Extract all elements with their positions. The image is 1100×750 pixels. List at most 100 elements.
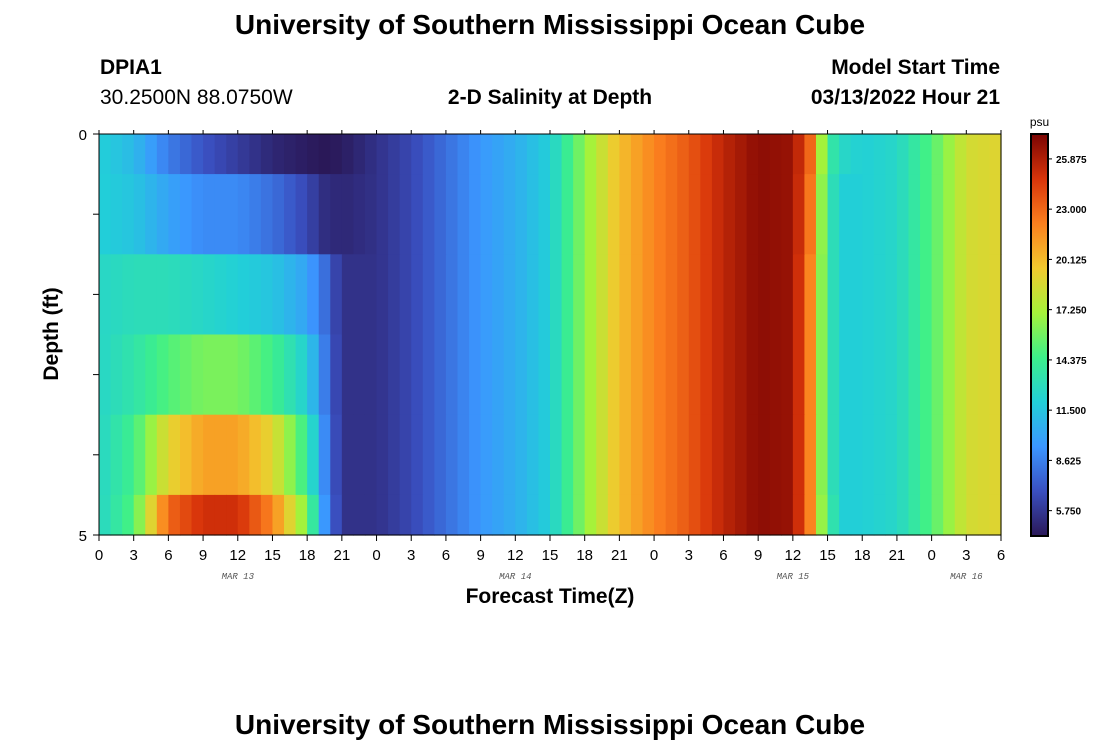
heatmap-cell <box>781 334 794 416</box>
heatmap-cell <box>318 254 331 336</box>
heatmap-cell <box>700 174 713 255</box>
heatmap-cell <box>908 334 921 416</box>
heatmap-cell <box>630 254 644 336</box>
heatmap-cell <box>561 414 574 496</box>
heatmap-cell <box>469 134 482 175</box>
heatmap-cell <box>804 254 817 336</box>
heatmap-cell <box>885 414 898 496</box>
heatmap-cell <box>781 254 794 336</box>
heatmap-cell <box>260 134 274 175</box>
heatmap-cell <box>989 254 1002 336</box>
heatmap-cell <box>896 414 910 496</box>
heatmap-cell <box>792 334 806 416</box>
heatmap-cell <box>422 414 435 496</box>
heatmap-cell <box>630 174 644 255</box>
heatmap-cell <box>191 134 204 175</box>
page-title: University of Southern Mississippi Ocean… <box>234 9 866 40</box>
heatmap-cell <box>330 414 343 496</box>
heatmap-cell <box>815 134 829 175</box>
heatmap-cell <box>561 334 574 416</box>
heatmap-cell <box>122 174 135 255</box>
heatmap-cell <box>226 134 239 175</box>
heatmap-cell <box>214 134 227 175</box>
heatmap-cell <box>272 174 285 255</box>
heatmap-cell <box>445 174 459 255</box>
heatmap-cell <box>977 254 991 336</box>
heatmap-cell <box>885 494 898 536</box>
heatmap-cell <box>99 174 112 255</box>
heatmap-cell <box>850 414 863 496</box>
heatmap-cell <box>538 254 551 336</box>
heatmap-cell <box>492 334 505 416</box>
heatmap-cell <box>954 494 967 536</box>
x-tick-label: 0 <box>372 547 380 564</box>
heatmap-cell <box>122 494 135 536</box>
heatmap-cell <box>989 134 1002 175</box>
heatmap-cell <box>977 174 991 255</box>
heatmap-cell <box>677 494 690 536</box>
heatmap-cell <box>538 414 551 496</box>
heatmap-cell <box>179 494 193 536</box>
heatmap-cell <box>630 134 644 175</box>
heatmap-cell <box>445 334 459 416</box>
heatmap-cell <box>122 254 135 336</box>
heatmap-cell <box>885 174 898 255</box>
heatmap-cell <box>665 334 678 416</box>
heatmap-cell <box>550 334 563 416</box>
heatmap-cell <box>630 494 644 536</box>
heatmap-cell <box>399 174 412 255</box>
heatmap-cell <box>260 174 274 255</box>
colorbar-unit: psu <box>1030 115 1049 129</box>
heatmap-cell <box>168 494 181 536</box>
heatmap-cell <box>862 134 875 175</box>
heatmap-cell <box>399 494 412 536</box>
heatmap-cell <box>260 494 274 536</box>
x-tick-label: 15 <box>819 547 836 564</box>
heatmap-cell <box>781 494 794 536</box>
heatmap-cell <box>827 134 840 175</box>
heatmap-cell <box>873 174 886 255</box>
heatmap-cell <box>815 334 829 416</box>
heatmap-cell <box>977 494 991 536</box>
heatmap-cell <box>885 334 898 416</box>
heatmap-cell <box>376 494 389 536</box>
heatmap-cell <box>214 254 227 336</box>
heatmap-cell <box>168 174 181 255</box>
heatmap-cell <box>226 494 239 536</box>
heatmap-cell <box>642 134 655 175</box>
x-tick-label: 6 <box>719 547 727 564</box>
heatmap-cell <box>827 494 840 536</box>
model-start-label: Model Start Time <box>831 56 1000 79</box>
heatmap-cell <box>677 334 690 416</box>
heatmap-cell <box>203 414 216 496</box>
heatmap-cell <box>839 494 852 536</box>
heatmap-cell <box>792 414 806 496</box>
heatmap-cell <box>272 494 285 536</box>
heatmap-cell <box>896 494 910 536</box>
heatmap-cell <box>353 254 366 336</box>
heatmap-cell <box>318 334 331 416</box>
heatmap-cell <box>966 174 979 255</box>
heatmap-cell <box>966 494 979 536</box>
heatmap-cell <box>966 414 979 496</box>
x-tick-label: 12 <box>785 547 802 564</box>
heatmap-cell <box>307 414 320 496</box>
heatmap-cell <box>445 414 459 496</box>
heatmap-cell <box>896 134 910 175</box>
heatmap-cell <box>550 134 563 175</box>
heatmap-cell <box>145 254 158 336</box>
heatmap-cell <box>434 254 447 336</box>
heatmap-cell <box>341 134 355 175</box>
heatmap-cell <box>735 174 748 255</box>
heatmap-cell <box>619 134 632 175</box>
heatmap-cell <box>226 174 239 255</box>
heatmap-cell <box>133 494 146 536</box>
heatmap-cell <box>723 414 736 496</box>
heatmap-cell <box>654 174 667 255</box>
heatmap-cell <box>110 414 123 496</box>
heatmap-cell <box>758 254 771 336</box>
heatmap-cell <box>364 254 378 336</box>
heatmap-cell <box>422 494 435 536</box>
heatmap-cell <box>295 334 308 416</box>
heatmap-cell <box>792 494 806 536</box>
